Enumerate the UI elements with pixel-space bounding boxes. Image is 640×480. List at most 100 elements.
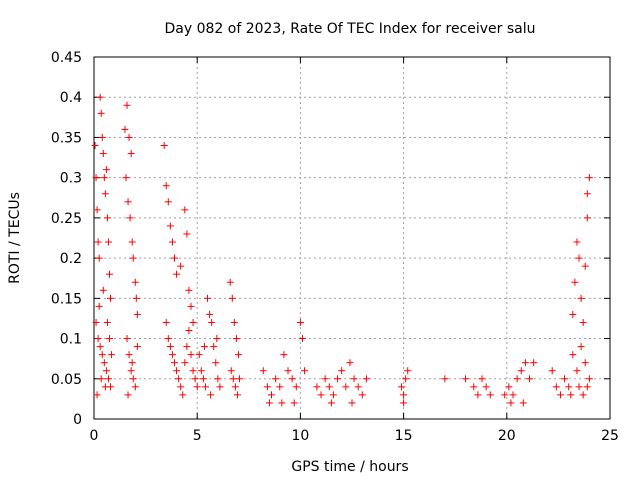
data-point: [187, 302, 195, 310]
data-point: [201, 383, 209, 391]
data-point: [124, 198, 132, 206]
data-point: [213, 335, 221, 343]
data-point: [96, 93, 104, 101]
x-tick-label: 5: [193, 428, 202, 444]
data-point: [478, 375, 486, 383]
data-point: [552, 383, 560, 391]
data-point: [214, 375, 222, 383]
data-point: [177, 262, 185, 270]
data-point: [177, 383, 185, 391]
data-point: [556, 391, 564, 399]
data-point: [276, 383, 284, 391]
data-point: [102, 367, 110, 375]
data-point: [173, 270, 181, 278]
data-point: [441, 375, 449, 383]
data-point: [505, 383, 513, 391]
data-point: [470, 383, 478, 391]
data-point: [93, 206, 101, 214]
plot-frame: [93, 56, 611, 420]
data-point: [278, 399, 286, 407]
data-point: [338, 367, 346, 375]
data-point: [101, 383, 109, 391]
data-point: [321, 375, 329, 383]
data-point: [329, 391, 337, 399]
data-point: [95, 254, 103, 262]
data-point: [97, 375, 105, 383]
data-point: [348, 399, 356, 407]
data-point: [103, 318, 111, 326]
data-point: [581, 359, 589, 367]
data-point: [96, 343, 104, 351]
x-tick-labels: 0 5 10 15 20 25: [90, 428, 619, 444]
data-point: [398, 383, 406, 391]
data-point: [133, 343, 141, 351]
data-point: [94, 335, 102, 343]
data-point: [129, 254, 137, 262]
data-point: [199, 375, 207, 383]
y-tick-labels: 0 0.05 0.1 0.15 0.2 0.25 0.3 0.35 0.4 0.45: [51, 50, 82, 428]
data-point: [579, 318, 587, 326]
data-point: [126, 214, 134, 222]
data-point: [170, 254, 178, 262]
data-point: [284, 367, 292, 375]
data-point: [530, 359, 538, 367]
data-point: [132, 294, 140, 302]
data-point: [577, 343, 585, 351]
data-point: [189, 367, 197, 375]
data-point: [179, 391, 187, 399]
data-point: [272, 375, 280, 383]
chart-title: Day 082 of 2023, Rate Of TEC Index for r…: [164, 21, 535, 37]
data-point: [501, 391, 509, 399]
data-point: [354, 383, 362, 391]
data-point: [131, 383, 139, 391]
data-point: [327, 399, 335, 407]
y-tick-label: 0: [73, 412, 82, 428]
data-point: [231, 383, 239, 391]
data-point: [107, 294, 115, 302]
data-point: [233, 391, 241, 399]
data-point: [93, 391, 101, 399]
data-point: [185, 327, 193, 335]
data-point: [100, 174, 108, 182]
y-tick-label: 0.1: [60, 332, 82, 348]
data-point: [350, 375, 358, 383]
data-point: [162, 318, 170, 326]
data-point: [92, 174, 100, 182]
ticks: [93, 56, 611, 420]
data-point: [575, 383, 583, 391]
data-point: [208, 318, 216, 326]
data-point: [575, 254, 583, 262]
data-point: [97, 109, 105, 117]
data-point: [462, 375, 470, 383]
y-tick-label: 0.45: [51, 50, 82, 66]
data-point: [519, 399, 527, 407]
data-point: [400, 399, 408, 407]
data-point: [402, 375, 410, 383]
data-point: [227, 367, 235, 375]
data-point: [232, 335, 240, 343]
data-point: [583, 214, 591, 222]
x-tick-label: 10: [291, 428, 309, 444]
data-point: [175, 375, 183, 383]
data-point: [123, 335, 131, 343]
data-point: [103, 214, 111, 222]
data-point: [517, 367, 525, 375]
data-point: [334, 375, 342, 383]
data-point: [404, 367, 412, 375]
data-point: [290, 399, 298, 407]
data-point: [166, 343, 174, 351]
data-point: [509, 391, 517, 399]
data-point: [486, 391, 494, 399]
data-point: [200, 343, 208, 351]
data-point: [104, 238, 112, 246]
y-tick-label: 0.15: [51, 291, 82, 307]
data-point: [181, 206, 189, 214]
data-point: [101, 190, 109, 198]
x-tick-label: 0: [90, 428, 99, 444]
y-tick-label: 0.2: [60, 251, 82, 267]
data-point: [195, 351, 203, 359]
data-point: [346, 359, 354, 367]
data-point: [400, 391, 408, 399]
data-point: [206, 310, 214, 318]
